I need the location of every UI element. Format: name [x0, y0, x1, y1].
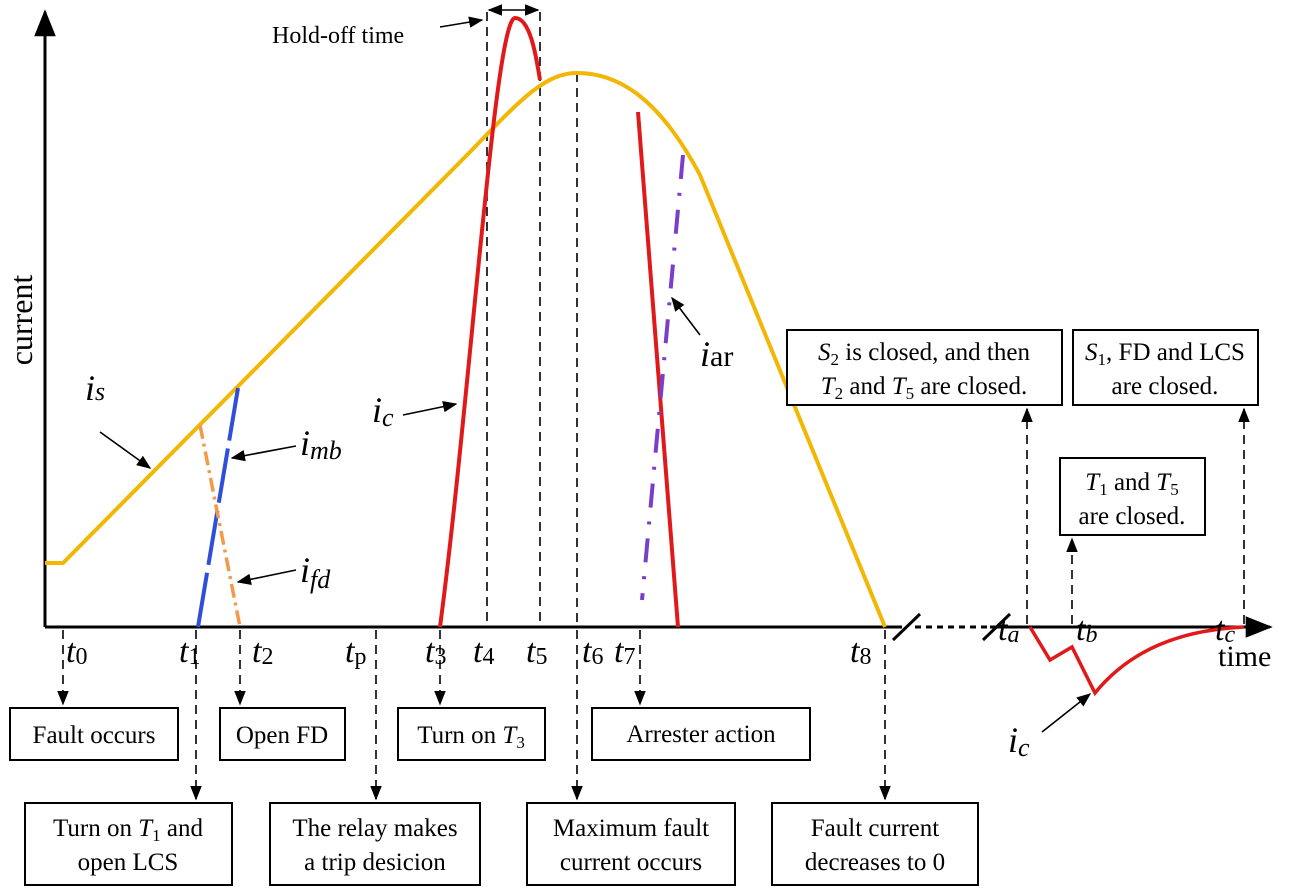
y-axis-label: current — [3, 275, 39, 366]
hold-off-label: Hold-off time — [272, 23, 404, 49]
axis-break — [981, 612, 1012, 642]
x-axis-label: time — [1218, 640, 1271, 673]
current-label: imb — [300, 423, 342, 465]
event-box: S1, FD and LCS are closed. — [1072, 329, 1259, 406]
axis-break — [891, 612, 922, 642]
svg-text:decreases to 0: decreases to 0 — [805, 849, 945, 876]
time-label: t5 — [526, 633, 547, 670]
pointer — [99, 431, 152, 469]
pointer — [671, 296, 701, 336]
svg-text:T2 and T5 are closed.: T2 and T5 are closed. — [821, 373, 1028, 403]
event-box: The relay makes a trip desicion — [269, 802, 481, 886]
svg-text:T1 and T5: T1 and T5 — [1085, 469, 1178, 499]
svg-text:Turn on T1 and: Turn on T1 and — [53, 815, 203, 845]
event-box: Fault current decreases to 0 — [771, 802, 979, 886]
svg-text:Open FD: Open FD — [236, 722, 328, 749]
time-label: tb — [1076, 611, 1097, 648]
event-box: T1 and T5 are closed. — [1059, 457, 1206, 536]
event-arrows — [57, 407, 1250, 801]
current-label: is — [85, 368, 105, 408]
pointer — [236, 569, 297, 586]
svg-text:current occurs: current occurs — [560, 849, 702, 876]
event-box: Turn on T1 and open LCS — [24, 802, 233, 886]
event-box: Arrester action — [591, 707, 811, 761]
current-label: ic — [372, 390, 394, 432]
event-box: Turn on T3 — [397, 707, 546, 761]
current-label: iar — [700, 334, 733, 374]
recovery-current — [1028, 625, 1245, 697]
svg-text:open LCS: open LCS — [78, 849, 179, 876]
svg-text:Turn on T3: Turn on T3 — [417, 722, 525, 752]
event-box: S2 is closed, and then T2 and T5 are clo… — [786, 329, 1063, 406]
svg-text:The relay makes: The relay makes — [292, 815, 457, 842]
pointer — [230, 445, 297, 462]
time-label: ta — [998, 611, 1019, 648]
arrester-current — [640, 154, 685, 601]
time-label: t4 — [473, 633, 494, 670]
svg-text:are closed.: are closed. — [1079, 503, 1186, 530]
mb-current — [196, 387, 240, 628]
svg-text:Maximum fault: Maximum fault — [553, 815, 709, 842]
commutation-current — [438, 15, 542, 628]
svg-text:S2 is closed, and then: S2 is closed, and then — [818, 339, 1030, 369]
time-label: t6 — [582, 633, 603, 670]
svg-text:are closed.: are closed. — [1112, 373, 1219, 400]
time-label: tc — [1215, 611, 1235, 648]
svg-text:Fault current: Fault current — [811, 815, 939, 842]
event-box: Fault occurs — [9, 707, 179, 761]
svg-text:Fault occurs: Fault occurs — [33, 722, 156, 749]
time-label: t1 — [179, 633, 200, 670]
time-label: t0 — [66, 633, 87, 670]
time-label: t2 — [252, 633, 273, 670]
pointer — [402, 400, 458, 416]
svg-text:S1, FD and LCS: S1, FD and LCS — [1085, 339, 1245, 369]
pointer — [439, 16, 484, 28]
source-current — [45, 70, 887, 628]
time-label: tp — [345, 633, 366, 670]
fd-current — [198, 424, 242, 628]
current-label: ic — [1008, 720, 1030, 762]
time-label: t8 — [850, 633, 871, 670]
time-label: t7 — [614, 633, 635, 670]
pointer — [1041, 693, 1092, 733]
current-label: ifd — [300, 550, 331, 594]
time-label: t3 — [425, 633, 446, 670]
event-box: Open FD — [219, 707, 346, 761]
svg-text:Arrester action: Arrester action — [626, 721, 776, 748]
commutation-current — [636, 111, 680, 628]
event-box: Maximum fault current occurs — [526, 802, 736, 886]
svg-text:a trip desicion: a trip desicion — [304, 849, 446, 876]
